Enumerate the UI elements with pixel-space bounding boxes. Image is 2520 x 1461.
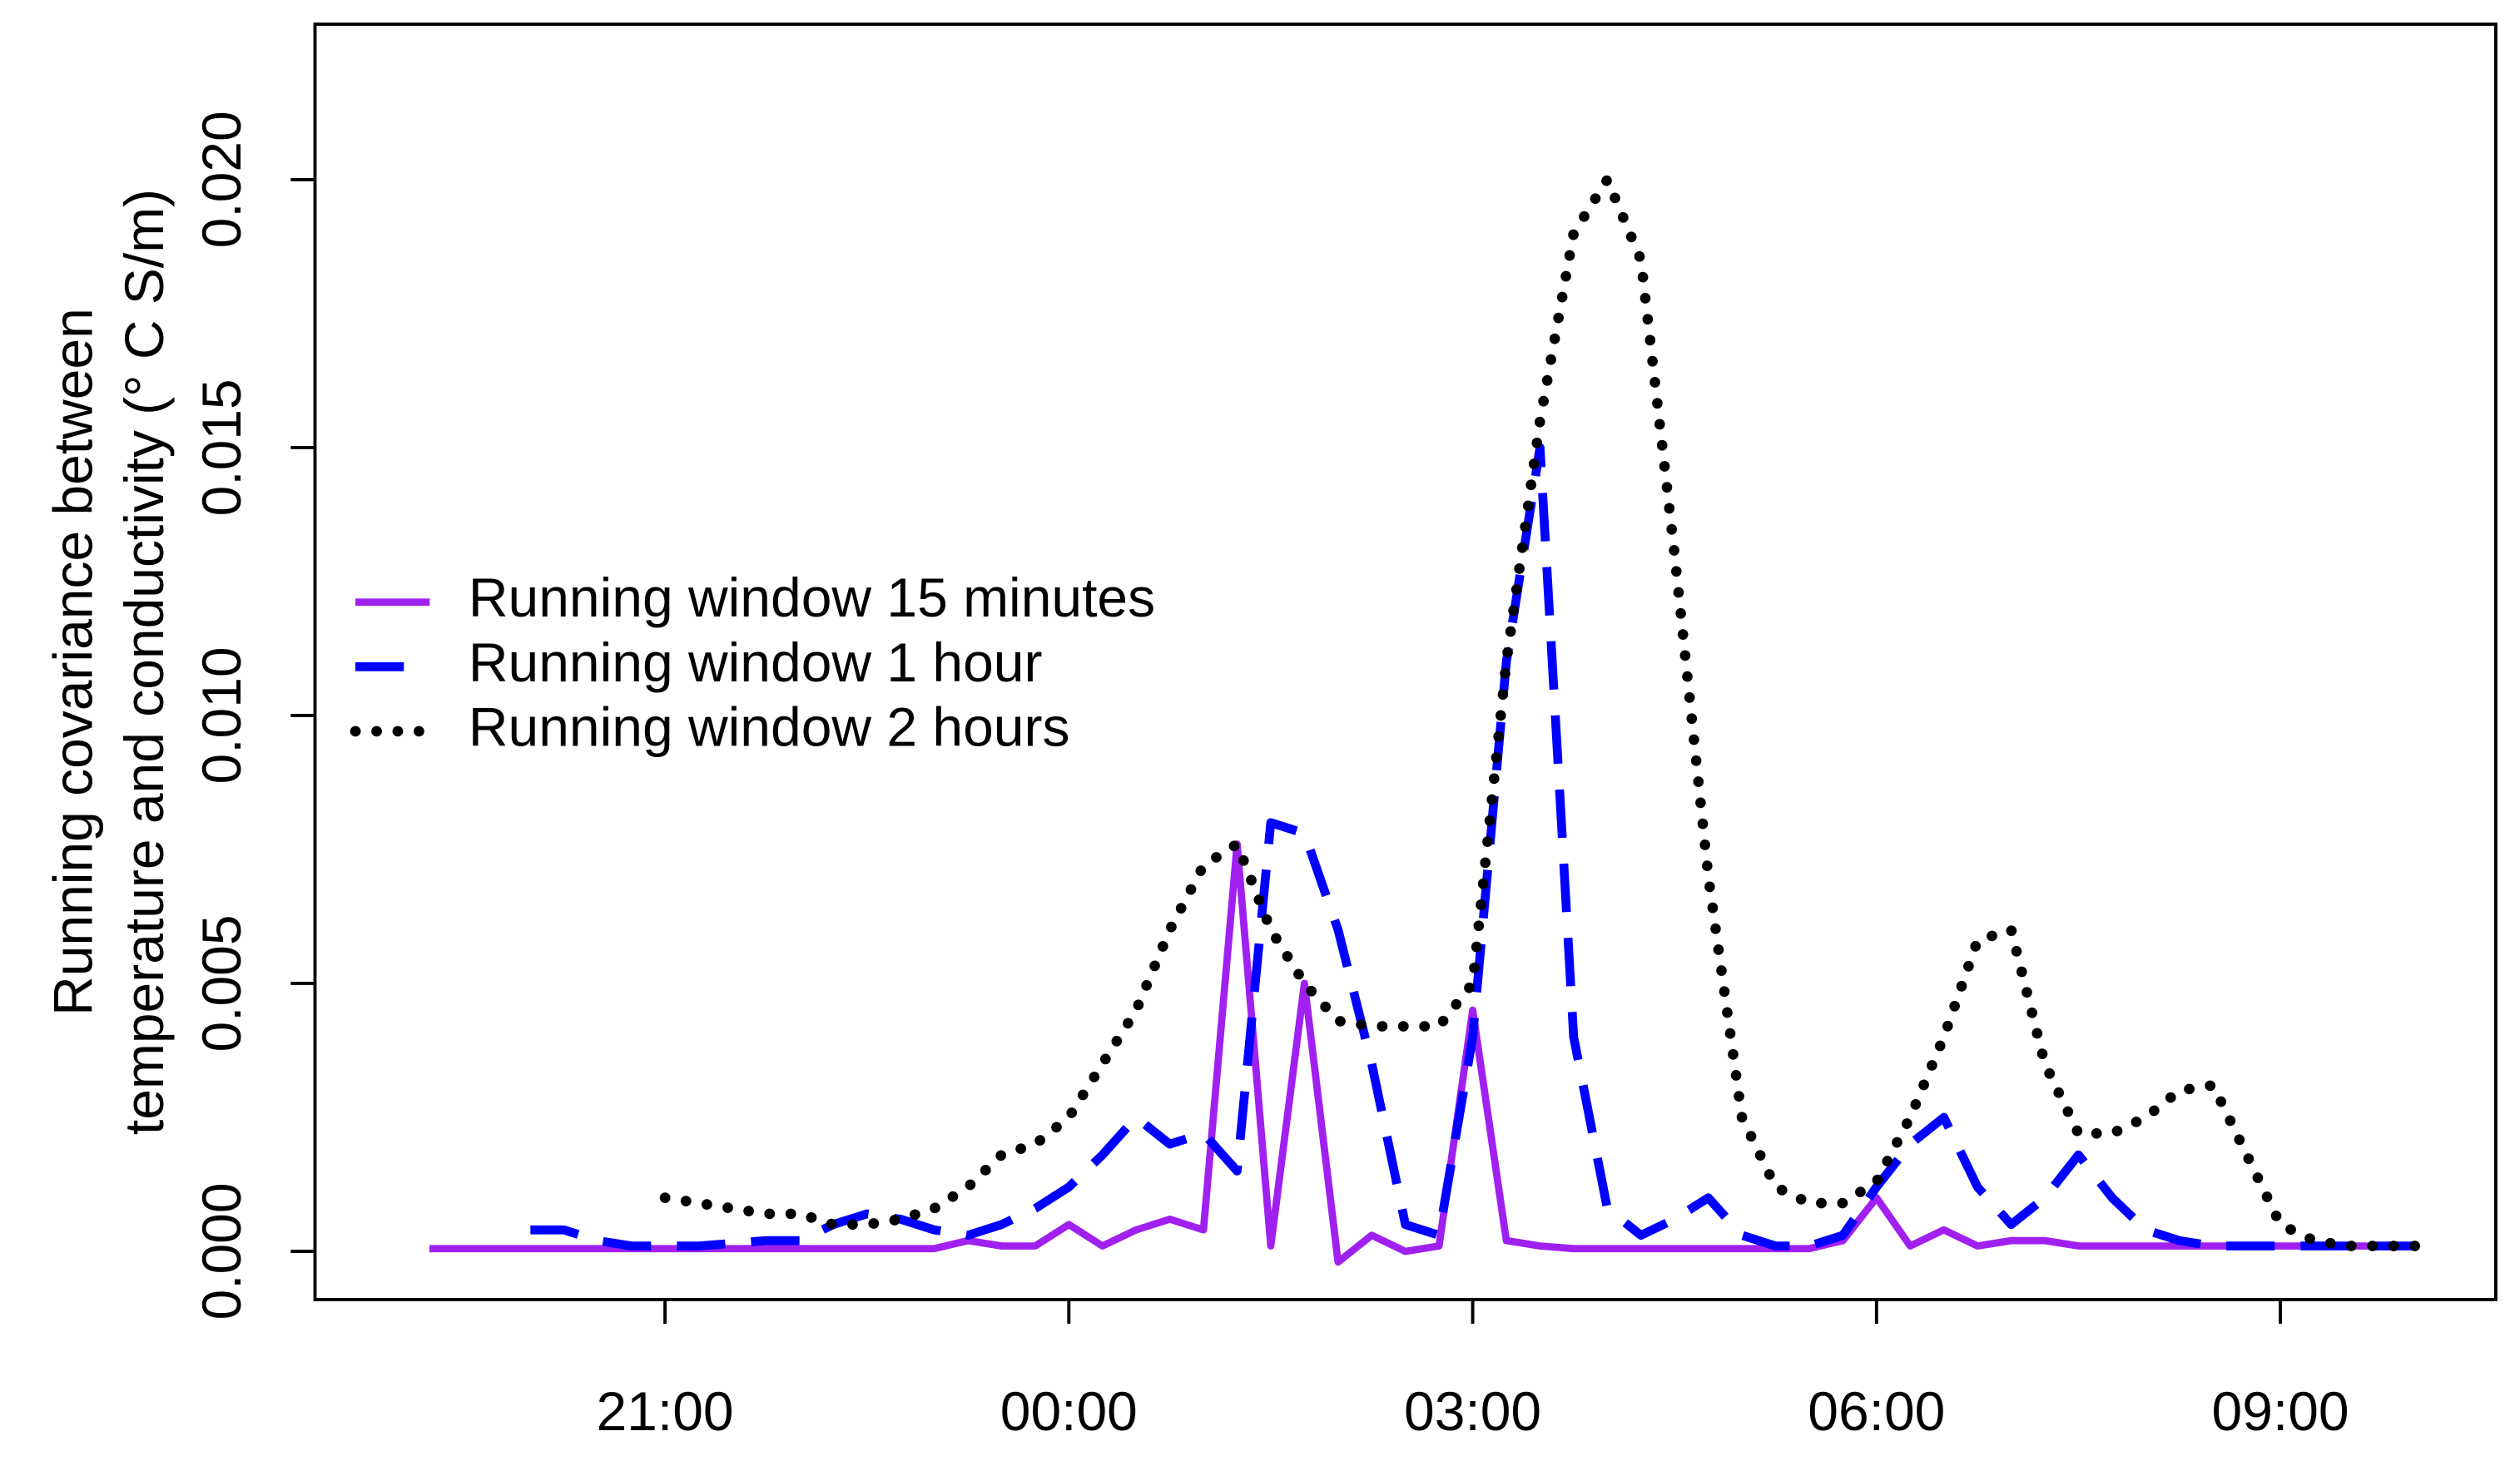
- x-tick-label: 21:00: [596, 1380, 733, 1442]
- plot-frame: [313, 22, 2498, 1301]
- legend-label: Running window 1 hour: [469, 631, 1043, 693]
- series-line: [659, 174, 2421, 1251]
- y-tick-label: 0.010: [191, 646, 252, 784]
- y-tick-label: 0.005: [191, 914, 252, 1052]
- x-tick-label: 00:00: [1000, 1380, 1138, 1442]
- x-tick-label: 09:00: [2212, 1380, 2349, 1442]
- x-tick-label: 03:00: [1404, 1380, 1541, 1442]
- series-line: [429, 840, 2415, 1266]
- y-axis-label: Running covariance between: [42, 308, 104, 1016]
- legend-label: Running window 15 minutes: [469, 567, 1155, 628]
- y-tick-label: 0.020: [191, 111, 252, 248]
- y-tick-label: 0.000: [191, 1182, 252, 1320]
- series-line: [530, 443, 2415, 1251]
- y-tick-label: 0.015: [191, 379, 252, 516]
- x-tick-label: 06:00: [1808, 1380, 1945, 1442]
- legend-label: Running window 2 hours: [469, 696, 1070, 757]
- y-axis-label: temperature and conductivity (° C S/m): [113, 189, 175, 1135]
